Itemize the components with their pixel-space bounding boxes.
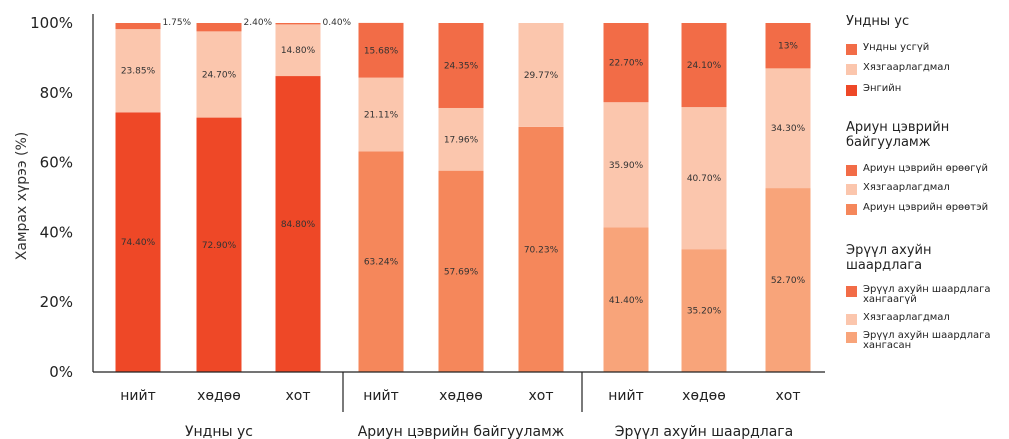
data-label: 21.11% bbox=[364, 110, 399, 120]
data-label: 24.35% bbox=[444, 61, 479, 71]
y-tick-label: 60% bbox=[40, 154, 73, 172]
legend-title: Эрүүл ахуйн шаардлага bbox=[846, 243, 932, 273]
y-tick-label: 80% bbox=[40, 84, 73, 102]
legend-swatch bbox=[846, 44, 857, 55]
data-label: 34.30% bbox=[771, 124, 806, 134]
y-axis: 0% 20% 40% 60% 80% 100% bbox=[30, 14, 94, 381]
data-label: 57.69% bbox=[444, 267, 479, 277]
bar-segment bbox=[603, 102, 649, 228]
y-tick-label: 0% bbox=[49, 363, 73, 381]
legend-swatch bbox=[846, 314, 857, 325]
data-label: 35.20% bbox=[687, 307, 722, 317]
x-tick-label: нийт bbox=[363, 388, 399, 404]
bar-segment bbox=[438, 23, 484, 108]
bar-segment bbox=[681, 107, 727, 250]
group-label: Ариун цэврийн байгууламж bbox=[358, 424, 565, 439]
x-tick-label: нийт bbox=[120, 388, 156, 404]
data-label: 24.70% bbox=[202, 70, 237, 80]
bar-segment bbox=[438, 170, 484, 372]
legend-swatch bbox=[846, 204, 857, 215]
bar-segment bbox=[115, 112, 161, 373]
bar-segment bbox=[681, 23, 727, 108]
legend-title: Ундны ус bbox=[846, 14, 910, 29]
legend-swatch bbox=[846, 184, 857, 195]
x-axis: нийт хөдөө хот Ундны ус нийт хөдөө хот Ариун цэ… bbox=[93, 371, 825, 439]
stacked-bar-chart: Хамрах хүрээ (%) 0% 20% 40% 60% 80% 100% 74.4… bbox=[14, 14, 825, 439]
x-tick-label: хот bbox=[285, 388, 310, 404]
bar-segment bbox=[196, 31, 242, 118]
bar-segment bbox=[603, 227, 649, 372]
legend-swatch bbox=[846, 64, 857, 75]
legend-swatch bbox=[846, 332, 857, 343]
legend-label: Эрүүл ахуйн шаардлага хангасан bbox=[863, 330, 991, 351]
legend-label: Энгийн bbox=[863, 83, 902, 94]
x-tick-label: хөдөө bbox=[197, 388, 241, 404]
bar-segment bbox=[358, 77, 404, 152]
legend-label: Хязгаарлагдмал bbox=[863, 312, 950, 323]
bar-segment bbox=[275, 24, 321, 77]
group-label: Эрүүл ахуйн шаардлага bbox=[615, 424, 793, 439]
data-label: 17.96% bbox=[444, 135, 479, 145]
x-tick-label: хот bbox=[528, 388, 553, 404]
data-label: 0.40% bbox=[323, 18, 352, 28]
bar-segment bbox=[196, 117, 242, 372]
legend-label: Ариун цэврийн өрөөгүй bbox=[863, 163, 988, 174]
data-label: 72.90% bbox=[202, 241, 237, 251]
bar-segment bbox=[765, 23, 811, 69]
bar-segment bbox=[765, 68, 811, 189]
data-label: 63.24% bbox=[364, 258, 399, 268]
bar-segment bbox=[115, 29, 161, 113]
x-tick-label: нийт bbox=[608, 388, 644, 404]
data-label: 22.70% bbox=[609, 59, 644, 69]
data-label: 23.85% bbox=[121, 67, 156, 77]
y-tick-label: 100% bbox=[30, 14, 73, 32]
data-label: 74.40% bbox=[121, 238, 156, 248]
data-label: 84.80% bbox=[281, 220, 316, 230]
bar-segment bbox=[196, 23, 242, 32]
bar-segment bbox=[603, 23, 649, 103]
bar-segment bbox=[358, 151, 404, 372]
data-label: 35.90% bbox=[609, 161, 644, 171]
bar-segment bbox=[681, 249, 727, 372]
y-axis-label: Хамрах хүрээ (%) bbox=[14, 132, 30, 260]
bar-segment bbox=[518, 23, 564, 127]
data-label: 41.40% bbox=[609, 296, 644, 306]
bar-segment bbox=[438, 107, 484, 171]
data-label: 13% bbox=[778, 42, 798, 52]
x-tick-label: хот bbox=[775, 388, 800, 404]
legend-label: Ариун цэврийн өрөөтэй bbox=[863, 202, 989, 213]
data-label: 14.80% bbox=[281, 46, 316, 56]
legend-label: Хязгаарлагдмал bbox=[863, 182, 950, 193]
data-label: 15.68% bbox=[364, 46, 399, 56]
legend-swatch bbox=[846, 286, 857, 297]
data-label: 40.70% bbox=[687, 174, 722, 184]
bar-segment bbox=[358, 22, 404, 78]
data-label: 52.70% bbox=[771, 276, 806, 286]
legend-swatch bbox=[846, 165, 857, 176]
x-tick-label: хөдөө bbox=[682, 388, 726, 404]
bar-segment bbox=[115, 23, 161, 30]
data-label: 24.10% bbox=[687, 61, 722, 71]
legend-title: Ариун цэврийн байгууламж bbox=[846, 120, 950, 150]
x-tick-label: хөдөө bbox=[439, 388, 483, 404]
legend-label: Ундны усгүй bbox=[863, 42, 930, 53]
data-label: 29.77% bbox=[524, 71, 559, 81]
data-label: 2.40% bbox=[244, 18, 273, 28]
bar-segment bbox=[518, 126, 564, 372]
bar-segment bbox=[275, 76, 321, 372]
group-label: Ундны ус bbox=[185, 424, 253, 439]
legend-label: Эрүүл ахуйн шаардлага хангаагүй bbox=[863, 284, 991, 305]
y-tick-label: 20% bbox=[40, 293, 73, 311]
bar-segment bbox=[765, 188, 811, 372]
data-label: 1.75% bbox=[163, 18, 192, 28]
bar-segment bbox=[275, 23, 321, 25]
legend-swatch bbox=[846, 85, 857, 96]
y-tick-label: 40% bbox=[40, 223, 73, 241]
data-label: 70.23% bbox=[524, 245, 559, 255]
legend-label: Хязгаарлагдмал bbox=[863, 62, 950, 73]
bars-layer: 74.40% 23.85% 1.75% 72.90% 24.70% 2.40% 84.80%… bbox=[115, 18, 811, 373]
